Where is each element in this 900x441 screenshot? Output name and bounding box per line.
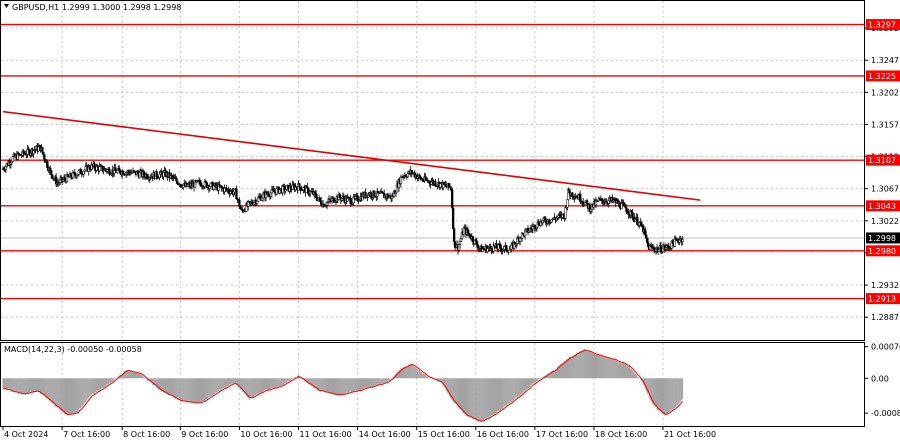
x-tick-label: 9 Oct 16:00 xyxy=(181,430,228,439)
candle-body xyxy=(298,183,301,188)
x-tick-label: 14 Oct 16:00 xyxy=(359,430,411,439)
x-tick-label: 11 Oct 16:00 xyxy=(300,430,352,439)
main-pane-frame xyxy=(0,0,865,341)
candle-body xyxy=(647,242,650,247)
candle-body xyxy=(373,190,376,197)
candle-body xyxy=(636,216,639,225)
candle-body xyxy=(452,228,456,242)
x-tick-label: 7 Oct 16:00 xyxy=(63,430,110,439)
level-badge xyxy=(866,245,900,257)
candle-body xyxy=(256,197,260,202)
candle-body xyxy=(453,241,457,248)
candle-body xyxy=(566,199,569,208)
candle-body xyxy=(50,170,53,176)
y-tick-label: 1.3247 xyxy=(871,56,899,65)
candle-body xyxy=(49,167,52,171)
trendline[interactable] xyxy=(2,110,701,201)
candle-body xyxy=(645,234,648,239)
candle-body xyxy=(261,193,265,199)
x-tick-label: 16 Oct 16:00 xyxy=(477,430,529,439)
candle-body xyxy=(41,147,44,153)
x-tick-label: 10 Oct 16:00 xyxy=(240,430,292,439)
y-tick-label: 1.3022 xyxy=(871,217,899,226)
symbol-info: GBPUSD,H1 1.2999 1.3000 1.2998 1.2998 xyxy=(12,3,181,12)
time-axis: 4 Oct 2024 7 Oct 16:00 8 Oct 16:00 9 Oct 16… xyxy=(2,426,716,439)
x-tick-label: 15 Oct 16:00 xyxy=(418,430,470,439)
candle-body xyxy=(564,207,567,219)
candle-body xyxy=(51,174,54,179)
macd-signal-line xyxy=(2,349,683,422)
candle-body xyxy=(681,239,684,242)
x-tick-label: 18 Oct 16:00 xyxy=(595,430,647,439)
level-badge-label: 1.2913 xyxy=(868,295,896,304)
macd-tick-label: 0.00076 xyxy=(871,343,900,352)
macd-pane-frame xyxy=(0,342,865,427)
x-tick-label: 21 Oct 16:00 xyxy=(664,430,716,439)
current-price-badge-bg xyxy=(866,232,900,244)
level-badge xyxy=(866,19,900,31)
candle-body xyxy=(37,146,40,152)
current-price-badge-label: 1.2998 xyxy=(868,234,896,243)
macd-histogram xyxy=(2,348,684,422)
level-badges: 1.3297 1.3225 1.3107 1.3043 1.2980 1.2913 xyxy=(866,19,900,305)
level-badge-label: 1.2980 xyxy=(868,247,896,256)
candle-body xyxy=(451,207,455,229)
level-badge-label: 1.3043 xyxy=(868,202,896,211)
horizontal-grid xyxy=(1,27,864,318)
candle-body xyxy=(235,188,238,200)
level-badge xyxy=(866,154,900,166)
y-tick-label: 1.2887 xyxy=(871,313,899,322)
candle-body xyxy=(508,249,511,253)
x-tick-label: 4 Oct 2024 xyxy=(4,430,48,439)
candle-body xyxy=(370,192,373,198)
current-price-badge: 1.2998 xyxy=(866,232,900,244)
level-badge xyxy=(866,293,900,305)
candle-body xyxy=(451,189,454,209)
level-badge xyxy=(866,70,900,82)
macd-label: MACD(14,22,3) -0.00050 -0.00058 xyxy=(4,345,142,354)
horizontal-levels[interactable] xyxy=(1,23,864,300)
candle-body xyxy=(98,166,101,171)
level-badge xyxy=(866,200,900,212)
level-badge-label: 1.3225 xyxy=(868,72,896,81)
x-tick-label: 8 Oct 16:00 xyxy=(123,430,170,439)
y-tick-label: 1.2932 xyxy=(871,281,899,290)
candles xyxy=(1,142,684,255)
y-tick-label: 1.3157 xyxy=(871,120,899,129)
level-badge-label: 1.3297 xyxy=(868,21,896,30)
y-tick-label: 1.3202 xyxy=(871,88,899,97)
candle-body xyxy=(585,200,589,204)
x-tick-label: 17 Oct 16:00 xyxy=(536,430,588,439)
y-tick-label: 1.3067 xyxy=(871,185,899,194)
macd-tick-label: 0.00 xyxy=(871,374,889,383)
level-badge-label: 1.3107 xyxy=(868,156,896,165)
candle-body xyxy=(600,198,604,202)
symbol-dropdown-icon[interactable] xyxy=(4,4,9,8)
candle-body xyxy=(627,212,630,215)
